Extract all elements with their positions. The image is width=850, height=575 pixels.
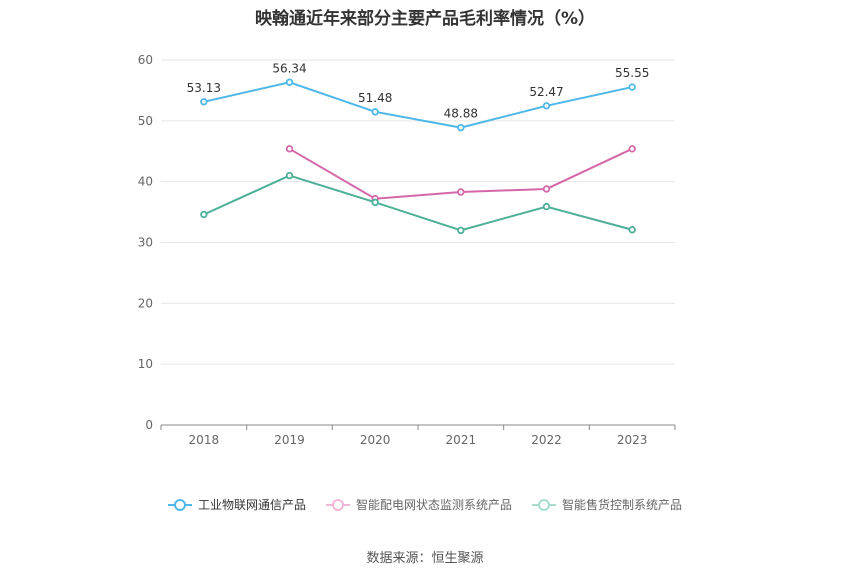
legend: 工业物联网通信产品 智能配电网状态监测系统产品 智能售货控制系统产品 [0,496,850,513]
legend-item-series-1[interactable]: 智能配电网状态监测系统产品 [325,496,512,513]
data-point [542,102,551,110]
x-axis-ticks: 2018 2019 2020 2021 2022 2023 [189,433,648,447]
legend-label-1: 智能配电网状态监测系统产品 [355,498,512,512]
y-tick-label: 50 [138,114,153,128]
data-point [200,98,208,106]
data-point [371,108,379,116]
axes [160,424,676,430]
data-point [200,210,208,219]
y-tick-label: 40 [138,175,153,189]
data-label: 55.55 [615,66,649,80]
y-tick-label: 10 [138,357,153,371]
series-line-2 [203,174,633,232]
data-point [371,198,379,207]
series-layer [200,78,636,235]
source-note: 数据来源：恒生聚源 [366,551,484,566]
data-label: 53.13 [187,81,221,95]
legend-swatch-1 [325,498,350,511]
x-tick-label: 2019 [274,433,305,447]
data-point [542,202,551,211]
x-tick-label: 2018 [189,433,220,447]
data-point [628,145,636,153]
y-tick-label: 0 [145,418,153,432]
data-label: 48.88 [444,107,478,121]
grid-lines [161,59,675,365]
data-point [457,226,465,235]
y-tick-label: 20 [138,296,153,310]
data-labels: 53.13 56.34 51.48 48.88 52.47 55.55 [187,61,650,120]
x-tick-label: 2022 [531,433,562,447]
data-point [542,185,551,193]
legend-swatch-0 [167,498,192,511]
legend-item-series-2[interactable]: 智能售货控制系统产品 [532,496,682,513]
series-line-0 [203,81,633,129]
y-tick-label: 60 [138,53,153,67]
data-point [628,226,636,234]
data-point [457,188,465,196]
x-tick-label: 2023 [617,433,648,447]
y-tick-label: 30 [138,236,153,250]
data-label: 51.48 [358,91,392,105]
data-point [457,123,465,132]
legend-swatch-2 [532,498,556,511]
x-tick-label: 2021 [446,433,477,447]
legend-label-0: 工业物联网通信产品 [197,498,306,512]
legend-label-2: 智能售货控制系统产品 [562,498,683,512]
data-point [285,145,294,153]
x-tick-label: 2020 [360,433,391,447]
data-point [285,171,294,180]
data-point [285,78,294,86]
data-label: 52.47 [529,85,563,99]
chart-title: 映翰通近年来部分主要产品毛利率情况（%） [254,9,596,29]
data-point [628,83,636,91]
data-label: 56.34 [272,61,306,75]
legend-item-series-0[interactable]: 工业物联网通信产品 [167,496,306,513]
y-axis-ticks: 0 10 20 30 40 50 60 [138,53,153,432]
